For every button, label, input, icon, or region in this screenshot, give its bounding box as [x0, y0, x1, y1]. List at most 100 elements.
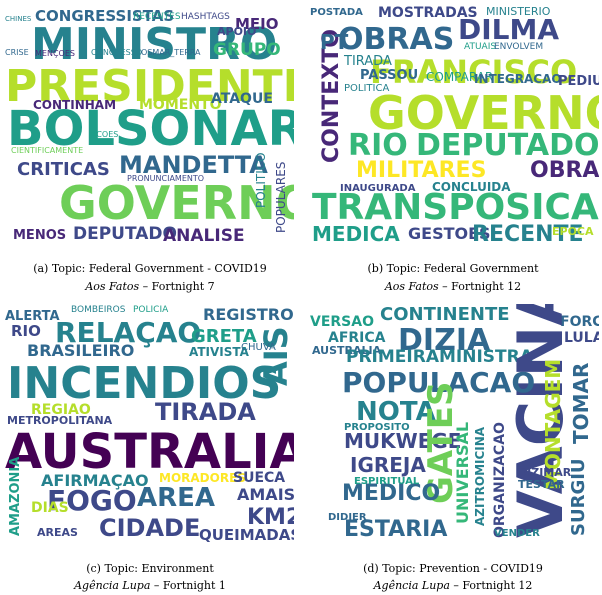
word: AREA	[137, 483, 215, 513]
word: NOTA	[356, 397, 436, 427]
word: SURGIU	[568, 458, 589, 536]
word: MOSTRADAS	[378, 5, 478, 21]
word: METROPOLITANA	[7, 414, 113, 427]
word: INAUGURADA	[340, 183, 416, 194]
word: CONTINHAM	[33, 98, 116, 112]
panel-b-caption: (b) Topic: Federal Government	[367, 262, 539, 275]
wordcloud-panel-b: POSTADA MOSTRADAS MINISTERIO OBRAS DILMA…	[308, 3, 599, 245]
word: CONGRESSISTAS	[35, 7, 174, 25]
word: GRETA	[191, 326, 257, 347]
word: INCENDIOS	[7, 358, 281, 409]
word: TOMAR	[569, 363, 593, 444]
word: ATAQUE	[211, 91, 273, 107]
word: SUECA	[233, 470, 285, 486]
word: GOVERNO	[368, 86, 599, 140]
wordcloud-panel-c: BOMBEIROS POLICIA REGISTRO ALERTA RELAÇA…	[3, 304, 294, 546]
wordcloud-c-words: BOMBEIROS POLICIA REGISTRO ALERTA RELAÇA…	[5, 305, 294, 544]
panel-d-caption: (d) Topic: Prevention - COVID19	[363, 562, 543, 575]
word: APOIO	[217, 25, 256, 38]
word: POLITICA	[344, 83, 389, 94]
panel-b-source-name: Aos Fatos	[384, 280, 439, 293]
word: ATUAIS	[464, 42, 496, 52]
word: PRONUNCIAMENTO	[127, 174, 204, 183]
word: OSMAR_TERRA	[141, 48, 201, 57]
word: LULA	[564, 330, 599, 346]
word: POPULACAO	[342, 366, 535, 399]
word: AFIRMAÇAO	[41, 471, 149, 490]
word: DEPUTADO	[416, 128, 599, 163]
panel-b-source: Aos Fatos – Fortnight 12	[303, 280, 602, 294]
word: CRISE	[5, 48, 29, 57]
panel-c-source-name: Agência Lupa	[74, 579, 151, 592]
word: VERSAO	[310, 314, 374, 330]
panel-c-caption: (c) Topic: Environment	[86, 562, 214, 575]
word: PT	[320, 30, 349, 54]
word: KM2	[247, 505, 294, 530]
wordcloud-panel-d: VERSAO CONTINENTE AFRICA DIZIA FORCA LUL…	[308, 304, 599, 546]
word: PASSOU	[360, 68, 418, 83]
word: MENOS	[13, 228, 66, 243]
word: POLICIA	[133, 305, 169, 315]
word: CONTEXTO	[319, 29, 344, 163]
word: MANDETTA	[119, 151, 268, 179]
panel-a-source-name: Aos Fatos	[85, 280, 140, 293]
word: MEIO	[235, 15, 279, 33]
word: VENDER	[494, 528, 540, 539]
word: FOGO	[47, 484, 137, 517]
word: ANALISE	[163, 226, 245, 245]
word: CIENTIFICAMENTE	[11, 146, 83, 155]
word: RIO	[11, 322, 41, 340]
word: DIZIMAR	[518, 466, 572, 479]
word: HASHTAGS	[181, 12, 230, 22]
word: CONTINENTE	[380, 304, 510, 325]
word: INTEGRACAO	[474, 72, 562, 86]
panel-a-source: Aos Fatos – Fortnight 7	[0, 280, 300, 294]
panel-b-source-fortnight: – Fortnight 12	[442, 280, 522, 293]
word: AREAS	[37, 526, 78, 539]
word: MEDICO	[342, 481, 440, 506]
word: REGIAO	[31, 402, 91, 418]
word: UNIVERSAL	[453, 422, 472, 524]
word: AFRICA	[328, 330, 386, 346]
word: ORGANIZACAO	[492, 422, 508, 538]
word: CIDADE	[99, 514, 200, 542]
word: MENÇOES	[35, 49, 75, 58]
word: TIRADA	[343, 54, 392, 69]
word: OBRAS	[338, 22, 454, 57]
word: BOLSONARO	[7, 101, 294, 157]
panel-c-source: Agência Lupa – Fortnight 1	[0, 579, 300, 593]
word: MINISTERIO	[486, 5, 551, 18]
word: DIDIER	[328, 512, 367, 523]
word: ACOES	[91, 130, 118, 139]
word: OBRA	[530, 158, 599, 183]
word: BOMBEIROS	[71, 305, 126, 315]
word: TRANSPOSICAO	[312, 187, 599, 228]
word: AMAZONIA	[8, 457, 23, 536]
word: MONTAGEM	[541, 359, 565, 490]
word: TIRADA	[155, 398, 256, 426]
word: CHINES	[5, 15, 32, 23]
word: AIS	[257, 326, 294, 386]
panel-a-caption: (a) Topic: Federal Government - COVID19	[33, 262, 267, 275]
word: ATIVISTA	[189, 345, 250, 359]
word: POPULARES	[274, 162, 288, 233]
word: AUSTRALIA	[312, 344, 382, 357]
panel-a-source-fortnight: – Fortnight 7	[142, 280, 215, 293]
word: PEDIU	[558, 74, 599, 89]
panel-d-source: Agência Lupa – Fortnight 12	[303, 579, 602, 593]
word: RECENTES	[133, 12, 181, 22]
word: CONCLUIDA	[432, 180, 511, 194]
word: IGREJA	[350, 453, 426, 477]
word: RECENTE	[472, 222, 584, 245]
word: GOVERNO	[59, 176, 294, 230]
word: GESTOES	[408, 224, 491, 243]
word: FORCA	[560, 314, 599, 330]
wordcloud-d-words: VERSAO CONTINENTE AFRICA DIZIA FORCA LUL…	[310, 304, 599, 542]
word: MORADORES	[159, 471, 246, 485]
word: DIAS	[31, 500, 69, 516]
word: CRITICAS	[17, 159, 110, 180]
word: BRASILEIRO	[27, 341, 134, 360]
word: DEPUTADO	[73, 224, 177, 244]
word: ALERTA	[5, 309, 60, 324]
word: MILITARES	[356, 158, 486, 183]
